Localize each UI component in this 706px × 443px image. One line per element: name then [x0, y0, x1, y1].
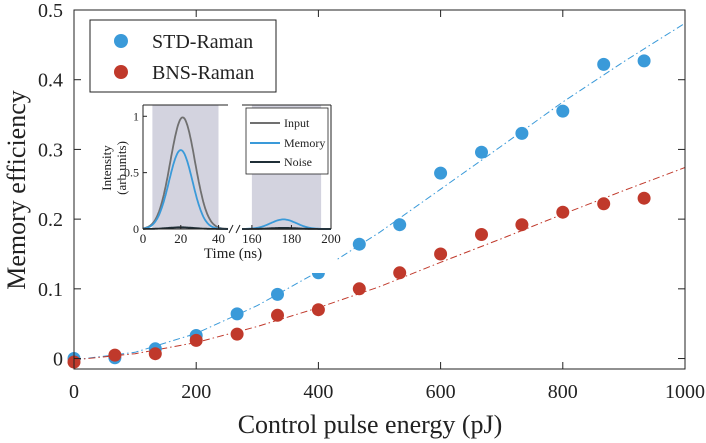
data-point-bns-raman-12: [556, 205, 570, 219]
x-axis-label: Control pulse energy (pJ): [238, 410, 503, 439]
inset-legend-label-memory: Memory: [284, 136, 325, 150]
data-point-std-raman-8: [393, 218, 407, 232]
data-point-std-raman-9: [434, 166, 448, 180]
inset-y-axis-label-line1: Intensity: [99, 145, 114, 191]
data-point-std-raman-10: [475, 145, 488, 159]
y-tick-label-5: 0.5: [38, 0, 63, 22]
legend-label-std-raman: STD-Raman: [152, 31, 253, 53]
data-point-bns-raman-1: [108, 348, 122, 362]
y-tick-label-0: 0: [53, 349, 63, 371]
inset-y-tick-label-1: 0.5: [124, 166, 139, 180]
data-point-bns-raman-9: [434, 247, 448, 261]
x-tick-label-1: 200: [181, 381, 211, 403]
inset-legend-label-noise: Noise: [284, 155, 312, 169]
data-point-bns-raman-10: [475, 228, 488, 241]
data-point-std-raman-13: [597, 57, 611, 71]
x-tick-label-4: 800: [548, 381, 578, 403]
data-point-std-raman-7: [352, 237, 366, 251]
legend-marker-std-raman: [114, 34, 128, 48]
data-point-bns-raman-4: [230, 327, 244, 341]
y-tick-label-2: 0.2: [38, 209, 63, 231]
y-axis-label: Memory efficiency: [2, 90, 31, 290]
y-tick-label-1: 0.1: [38, 279, 63, 301]
inset-shaded-window-0: [152, 105, 219, 229]
fit-line-std-raman: [73, 22, 686, 361]
inset-x-axis-label: Time (ns): [204, 246, 262, 262]
data-point-bns-raman-6: [311, 303, 325, 317]
inset-x-tick-label-2: 40: [212, 231, 225, 246]
x-tick-label-3: 600: [426, 381, 456, 403]
data-point-bns-raman-7: [352, 282, 366, 296]
inset-legend-label-input: Input: [284, 116, 310, 130]
inset-y-axis-label-line2: (arb units): [114, 141, 129, 195]
main-plot-marks: [67, 22, 686, 369]
inset-y-tick-label-2: 1: [133, 109, 139, 123]
data-point-bns-raman-11: [515, 218, 529, 232]
data-point-bns-raman-13: [597, 197, 611, 211]
data-point-bns-raman-8: [393, 266, 407, 280]
x-tick-label-5: 1000: [665, 381, 705, 403]
data-point-std-raman-4: [230, 307, 244, 321]
inset-x-tick-label-0: 0: [140, 231, 147, 246]
data-point-bns-raman-3: [189, 333, 203, 347]
legend-marker-bns-raman: [114, 65, 128, 79]
x-tick-label-0: 0: [69, 381, 79, 403]
inset-curve-input-segment-0: [142, 116, 229, 230]
inset-y-tick-label-0: 0: [133, 222, 139, 236]
data-point-bns-raman-5: [271, 308, 284, 322]
inset-x-tick-label-1: 20: [174, 231, 187, 246]
inset-x-tick-label-5: 200: [321, 231, 341, 246]
inset-legend: Input Memory Noise: [245, 107, 329, 175]
y-tick-label-3: 0.3: [38, 139, 63, 161]
data-point-bns-raman-14: [637, 191, 651, 205]
inset-axis-break-mark: [228, 224, 241, 234]
x-tick-label-2: 400: [303, 381, 333, 403]
data-point-std-raman-12: [556, 104, 570, 118]
data-point-std-raman-5: [271, 287, 284, 301]
fit-line-bns-raman: [73, 167, 686, 361]
inset-x-tick-label-3: 160: [242, 231, 262, 246]
main-plot-frame: [73, 9, 686, 370]
data-point-std-raman-11: [515, 126, 529, 140]
inset-curve-memory-segment-0: [142, 149, 228, 230]
legend-label-bns-raman: BNS-Raman: [152, 62, 254, 84]
inset-x-tick-label-4: 180: [282, 231, 302, 246]
data-point-bns-raman-2: [148, 347, 162, 361]
main-legend: STD-Raman BNS-Raman: [89, 19, 277, 93]
legend-box: [89, 19, 277, 93]
data-point-std-raman-14: [637, 54, 651, 68]
y-tick-label-4: 0.4: [38, 70, 63, 92]
